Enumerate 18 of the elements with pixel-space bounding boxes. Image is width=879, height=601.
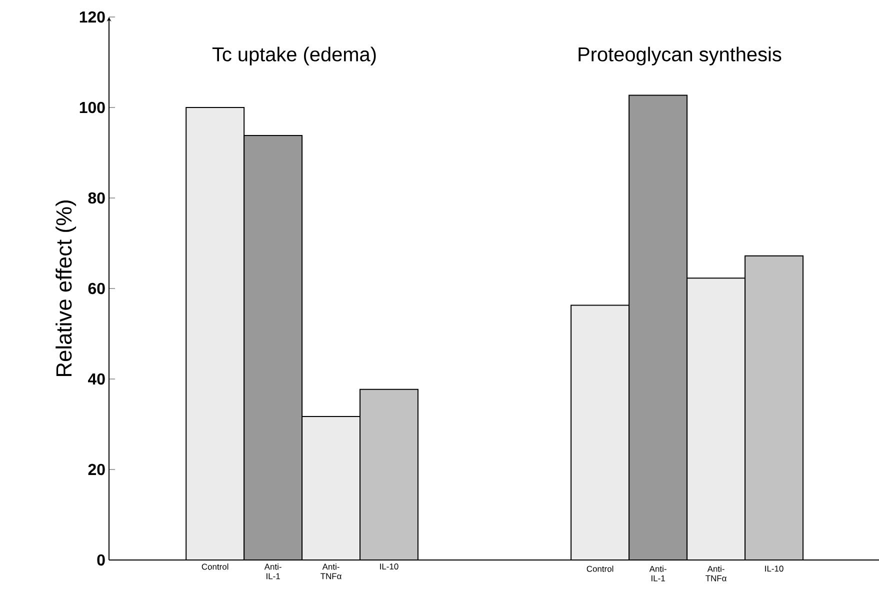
y-tick-label: 0 — [97, 554, 105, 566]
x-tick-label: Anti-TNFα — [706, 566, 726, 582]
x-tick-label: IL-10 — [765, 566, 784, 572]
x-tick-label: Anti-IL-1 — [264, 564, 282, 580]
x-tick-label: Control — [202, 564, 228, 570]
y-tick-label: 20 — [88, 464, 105, 476]
y-axis-title: Relative effect (%) — [56, 200, 76, 376]
text: Proteoglycan synthesis — [578, 46, 782, 66]
y-tick-label: 40 — [88, 373, 105, 385]
y-tick-label: 60 — [88, 282, 105, 294]
x-tick-label: IL-10 — [380, 564, 398, 570]
y-tick-label: 120 — [80, 11, 105, 23]
y-tick-label: 80 — [88, 192, 105, 204]
y-tick-label: 100 — [80, 102, 105, 114]
x-tick-label: Anti-IL-1 — [649, 566, 666, 582]
x-tick-label: Anti-TNFα — [320, 564, 342, 580]
x-tick-label: Control — [586, 566, 614, 572]
text: Tc uptake (edema) — [212, 46, 376, 66]
